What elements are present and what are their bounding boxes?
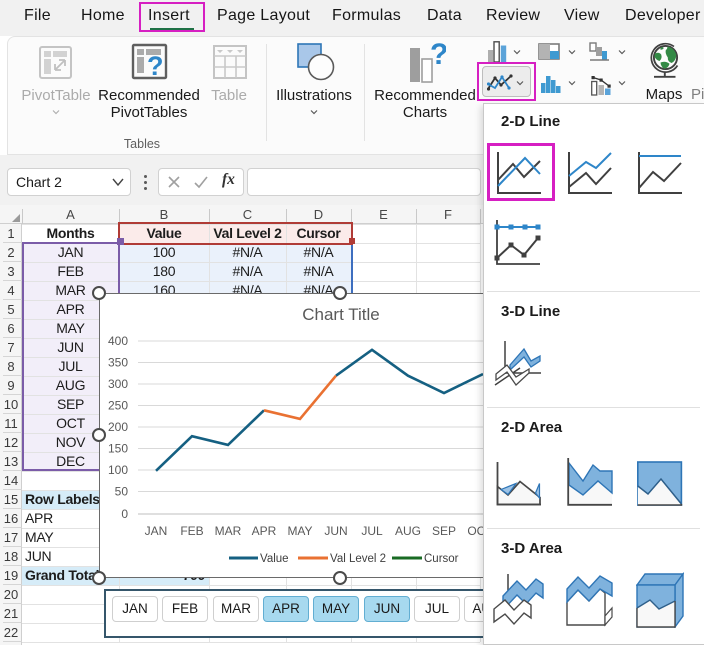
svg-text:50: 50	[115, 485, 129, 499]
svg-text:APR: APR	[252, 524, 277, 538]
svg-text:OCT: OCT	[467, 524, 483, 538]
svg-text:Cursor: Cursor	[424, 553, 459, 565]
svg-text:JUL: JUL	[361, 524, 383, 538]
svg-text:300: 300	[108, 377, 128, 391]
svg-text:250: 250	[108, 399, 128, 413]
svg-text:100: 100	[108, 463, 128, 477]
svg-text:350: 350	[108, 356, 128, 370]
svg-text:Value: Value	[260, 553, 289, 565]
svg-text:?: ?	[430, 38, 446, 71]
svg-text:0: 0	[121, 507, 128, 521]
svg-text:JUN: JUN	[324, 524, 347, 538]
svg-text:MAY: MAY	[287, 524, 312, 538]
svg-text:200: 200	[108, 420, 128, 434]
svg-text:JAN: JAN	[145, 524, 168, 538]
svg-text:FEB: FEB	[180, 524, 203, 538]
svg-text:400: 400	[108, 334, 128, 348]
svg-text:?: ?	[147, 51, 164, 81]
svg-text:AUG: AUG	[395, 524, 421, 538]
svg-text:Val Level 2: Val Level 2	[330, 553, 386, 565]
svg-text:SEP: SEP	[432, 524, 456, 538]
svg-text:150: 150	[108, 442, 128, 456]
svg-text:Chart Title: Chart Title	[302, 305, 379, 324]
svg-text:MAR: MAR	[215, 524, 242, 538]
